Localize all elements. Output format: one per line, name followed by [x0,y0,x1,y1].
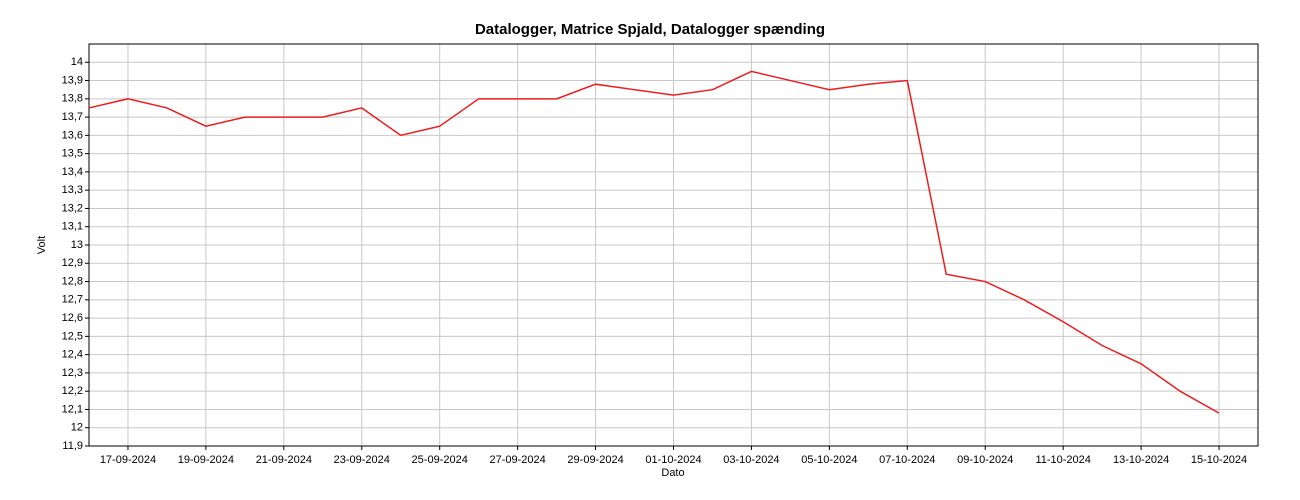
y-tick-label: 13,1 [62,221,83,233]
x-tick-label: 01-10-2024 [645,454,701,466]
y-tick-label: 13,6 [62,129,83,141]
y-tick-label: 14 [71,56,83,68]
x-tick-label: 03-10-2024 [723,454,779,466]
y-tick-label: 12,1 [62,403,83,415]
x-tick-label: 21-09-2024 [256,454,312,466]
x-tick-label: 17-09-2024 [100,454,156,466]
data-line [88,70,1220,414]
y-tick-label: 13,4 [62,166,83,178]
y-tick-label: 13,5 [62,148,83,160]
x-tick-label: 25-09-2024 [412,454,468,466]
y-tick-label: 13,7 [62,111,83,123]
y-tick-label: 13,3 [62,184,83,196]
y-axis-label: Volt [36,236,48,254]
x-axis-label: Dato [661,467,684,479]
x-tick-label: 15-10-2024 [1191,454,1247,466]
x-tick-label: 19-09-2024 [178,454,234,466]
y-tick-label: 12,8 [62,275,83,287]
y-tick-label: 12,4 [62,349,83,361]
y-tick-label: 13,2 [62,202,83,214]
x-tick-label: 13-10-2024 [1113,454,1169,466]
x-tick-label: 09-10-2024 [957,454,1013,466]
x-tick-label: 11-10-2024 [1035,454,1090,466]
x-tick-label: 23-09-2024 [334,454,390,466]
y-tick-label: 12,2 [62,385,83,397]
x-tick-label: 27-09-2024 [489,454,545,466]
y-tick-label: 12 [71,422,83,434]
y-tick-label: 13,8 [62,93,83,105]
y-tick-label: 12,9 [62,257,83,269]
x-tick-label: 29-09-2024 [567,454,623,466]
y-tick-label: 12,6 [62,312,83,324]
y-tick-label: 13,9 [62,74,83,86]
y-tick-label: 12,5 [62,330,83,342]
y-tick-label: 11,9 [62,440,83,452]
chart-title: Datalogger, Matrice Spjald, Datalogger s… [475,21,825,38]
x-tick-label: 07-10-2024 [879,454,935,466]
plot-frame [88,43,1259,447]
y-tick-label: 12,7 [62,294,83,306]
y-tick-label: 12,3 [62,367,83,379]
x-tick-label: 05-10-2024 [801,454,857,466]
y-tick-label: 13 [71,239,83,251]
